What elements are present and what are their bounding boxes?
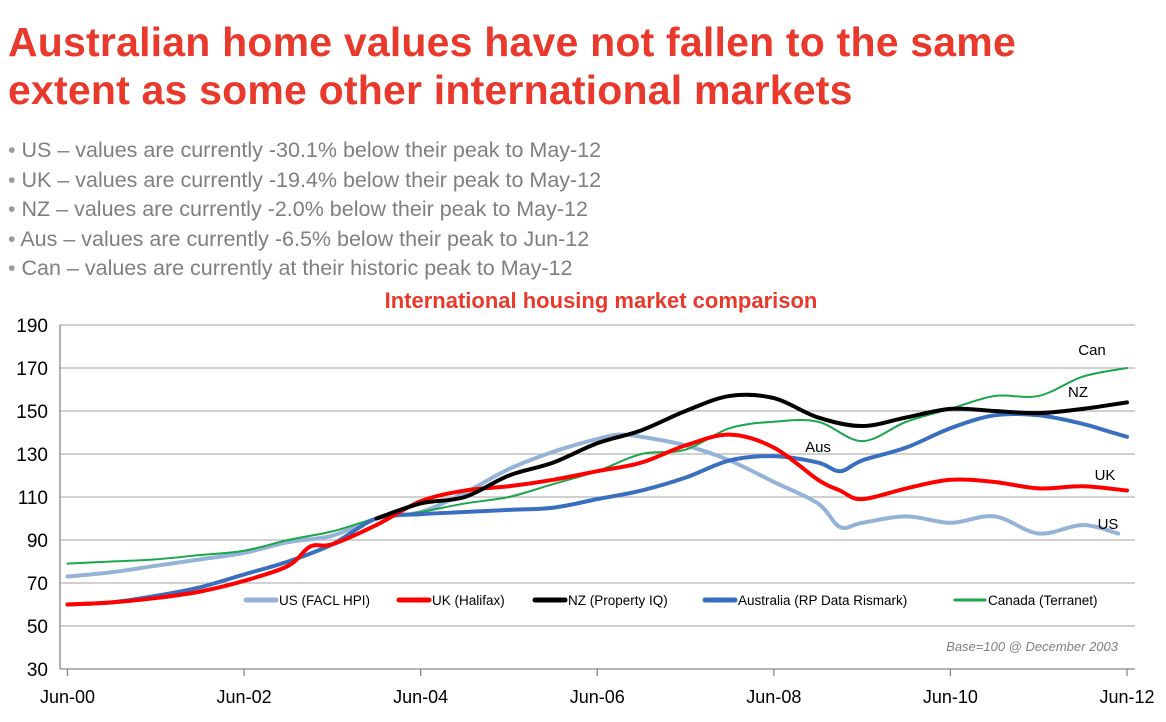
y-tick-label: 30 <box>27 660 48 681</box>
slide-title: Australian home values have not fallen t… <box>8 18 1016 114</box>
bullet-uk: UK – values are currently -19.4% below t… <box>8 166 602 196</box>
y-axis: 30 50 70 90 110 130 150 170 190 <box>16 316 61 681</box>
x-tick-label: Jun-06 <box>570 687 625 707</box>
x-tick-label: Jun-02 <box>217 687 272 707</box>
series-end-labels: US UK NZ Aus Can <box>805 342 1118 533</box>
series-line-can <box>66 367 1128 565</box>
x-tick-label: Jun-08 <box>746 687 801 707</box>
x-tick-label: Jun-10 <box>923 687 978 707</box>
y-tick-label: 50 <box>27 617 48 638</box>
base-note: Base=100 @ December 2003 <box>946 639 1119 654</box>
slide-title-line-2: extent as some other international marke… <box>8 67 853 113</box>
end-label-nz: NZ <box>1068 384 1088 401</box>
bullet-us: US – values are currently -30.1% below t… <box>8 136 602 166</box>
y-tick-label: 90 <box>27 531 48 552</box>
series-lines <box>65 367 1129 607</box>
y-tick-label: 70 <box>27 574 48 595</box>
series-line-aus <box>65 411 1129 607</box>
series-line-nz <box>374 392 1129 521</box>
end-label-aus: Aus <box>805 439 831 456</box>
end-label-can: Can <box>1078 342 1106 359</box>
legend-label-nz: NZ (Property IQ) <box>568 593 668 608</box>
chart-title: International housing market comparison <box>385 288 818 313</box>
legend-label-us: US (FACL HPI) <box>279 593 370 608</box>
y-tick-label: 150 <box>16 402 48 423</box>
end-label-uk: UK <box>1095 467 1116 484</box>
y-tick-label: 190 <box>16 316 48 337</box>
legend-label-can: Canada (Terranet) <box>988 593 1098 608</box>
legend-label-aus: Australia (RP Data Rismark) <box>738 593 907 608</box>
bullet-list: US – values are currently -30.1% below t… <box>8 136 601 284</box>
slide-title-line-1: Australian home values have not fallen t… <box>8 19 1016 65</box>
x-tick-label: Jun-00 <box>40 687 95 707</box>
gridlines <box>60 324 1135 670</box>
series-line-uk <box>65 432 1129 607</box>
y-tick-label: 130 <box>16 445 48 466</box>
end-label-us: US <box>1098 516 1119 533</box>
y-tick-label: 170 <box>16 359 48 380</box>
legend-label-uk: UK (Halifax) <box>432 593 505 608</box>
bullet-can: Can – values are currently at their hist… <box>8 254 601 284</box>
y-tick-label: 110 <box>18 488 48 509</box>
legend: US (FACL HPI) UK (Halifax) NZ (Property IQ… <box>236 586 1128 616</box>
x-tick-label: Jun-04 <box>393 687 448 707</box>
series-line-us <box>65 432 1121 579</box>
x-tick-label: Jun-12 <box>1099 687 1154 707</box>
bullet-aus: Aus – values are currently -6.5% below t… <box>8 225 601 255</box>
bullet-nz: NZ – values are currently -2.0% below th… <box>8 195 601 225</box>
x-axis: Jun-00 Jun-02 Jun-04 Jun-06 Jun-08 Jun-10 Jun-… <box>40 669 1155 707</box>
